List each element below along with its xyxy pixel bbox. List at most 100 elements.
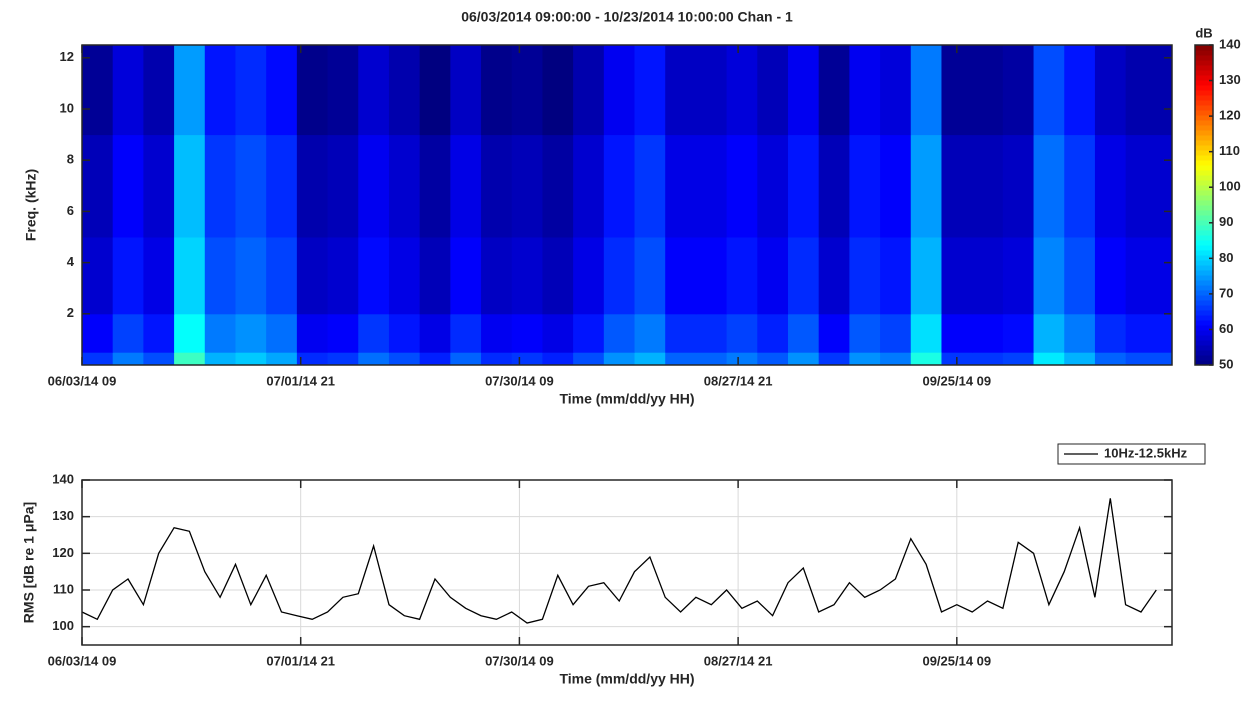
heatmap-cell	[849, 237, 881, 315]
heatmap-cell	[204, 313, 236, 353]
colorbar-segment	[1195, 175, 1213, 181]
heatmap-cell	[235, 352, 267, 366]
colorbar-segment	[1195, 275, 1213, 281]
colorbar-segment	[1195, 65, 1213, 71]
x-tick-label: 06/03/14 09	[48, 373, 117, 388]
colorbar-segment	[1195, 210, 1213, 216]
heatmap-cell	[450, 313, 482, 353]
plot-frame	[81, 44, 1173, 366]
heatmap-cell	[266, 313, 298, 353]
heatmap-cell	[388, 45, 421, 136]
colorbar-tick-label: 100	[1219, 179, 1241, 194]
heatmap-cell	[82, 237, 114, 315]
y-tick-label: 6	[67, 203, 74, 218]
heatmap-cell	[634, 237, 666, 315]
heatmap-cell	[112, 237, 144, 315]
y-tick-label: 8	[67, 152, 74, 167]
heatmap-cell	[511, 237, 543, 315]
y-tick-label: 130	[52, 508, 74, 523]
heatmap-cell	[296, 352, 329, 366]
heatmap-cell	[481, 313, 513, 353]
heatmap-cell	[174, 45, 206, 136]
heatmap-cell	[542, 313, 574, 353]
heatmap-cell	[880, 237, 912, 315]
colorbar-segment	[1195, 45, 1213, 51]
colorbar-tick-label: 130	[1219, 72, 1241, 87]
heatmap-cell	[143, 45, 175, 136]
y-tick-label: 120	[52, 545, 74, 560]
heatmap-cell	[910, 134, 942, 238]
heatmap-cell	[757, 45, 789, 136]
heatmap-cell	[266, 45, 298, 136]
heatmap-cell	[634, 134, 666, 238]
heatmap-cell	[573, 237, 605, 315]
colorbar-tick-label: 80	[1219, 250, 1233, 265]
heatmap-cell	[910, 237, 942, 315]
colorbar-segment	[1195, 255, 1213, 261]
colorbar-segment	[1195, 280, 1213, 286]
heatmap-cell	[511, 45, 543, 136]
heatmap-cell	[726, 313, 758, 353]
colorbar-segment	[1195, 340, 1213, 346]
heatmap-cell	[1125, 45, 1173, 136]
heatmap-cell	[972, 313, 1004, 353]
colorbar-segment	[1195, 245, 1213, 251]
colorbar-segment	[1195, 250, 1213, 256]
colorbar-segment	[1195, 110, 1213, 116]
heatmap-cell	[266, 237, 298, 315]
heatmap-cell	[757, 237, 789, 315]
y-tick-label: 140	[52, 471, 74, 486]
colorbar-segment	[1195, 200, 1213, 206]
heatmap-cell	[419, 134, 451, 238]
colorbar-segment	[1195, 105, 1213, 111]
colorbar-segment	[1195, 135, 1213, 141]
heatmap-cell	[1002, 45, 1035, 136]
colorbar-segment	[1195, 235, 1213, 241]
x-tick-label: 06/03/14 09	[48, 653, 117, 668]
heatmap-cell	[419, 237, 451, 315]
heatmap-cell	[511, 313, 543, 353]
heatmap-cell	[82, 45, 114, 136]
heatmap-cell	[174, 352, 206, 366]
heatmap-cell	[327, 134, 359, 238]
colorbar-segment	[1195, 90, 1213, 96]
heatmap-cell	[481, 352, 513, 366]
plot-frame	[81, 479, 1173, 646]
heatmap-cell	[235, 313, 267, 353]
heatmap-cell	[849, 352, 881, 366]
x-tick-label: 07/30/14 09	[485, 653, 554, 668]
heatmap-cell	[1094, 45, 1127, 136]
heatmap-cell	[603, 237, 636, 315]
heatmap-cell	[481, 45, 513, 136]
heatmap-cell	[174, 237, 206, 315]
heatmap-cell	[450, 134, 482, 238]
heatmap-cell	[1002, 237, 1035, 315]
colorbar-segment	[1195, 195, 1213, 201]
colorbar-segment	[1195, 290, 1213, 296]
heatmap-cell	[204, 237, 236, 315]
heatmap-cell	[603, 352, 636, 366]
heatmap-cell	[143, 352, 175, 366]
heatmap-cell	[112, 45, 144, 136]
y-tick-label: 12	[60, 49, 74, 64]
heatmap-cell	[849, 313, 881, 353]
heatmap-cell	[573, 352, 605, 366]
colorbar-segment	[1195, 240, 1213, 246]
heatmap-cell	[266, 134, 298, 238]
y-tick-label: 4	[67, 254, 75, 269]
heatmap-cell	[849, 134, 881, 238]
heatmap-cell	[1094, 237, 1127, 315]
heatmap-cell	[573, 134, 605, 238]
heatmap-cell	[573, 45, 605, 136]
y-tick-label: 10	[60, 100, 74, 115]
colorbar-segment	[1195, 350, 1213, 356]
heatmap-cell	[910, 45, 942, 136]
heatmap-cell	[204, 352, 236, 366]
heatmap-cell	[1125, 134, 1173, 238]
x-tick-label: 09/25/14 09	[922, 653, 991, 668]
heatmap-cell	[388, 352, 421, 366]
heatmap-cell	[388, 134, 421, 238]
heatmap-cell	[296, 134, 329, 238]
heatmap-cell	[1064, 313, 1096, 353]
heatmap-cell	[726, 134, 758, 238]
